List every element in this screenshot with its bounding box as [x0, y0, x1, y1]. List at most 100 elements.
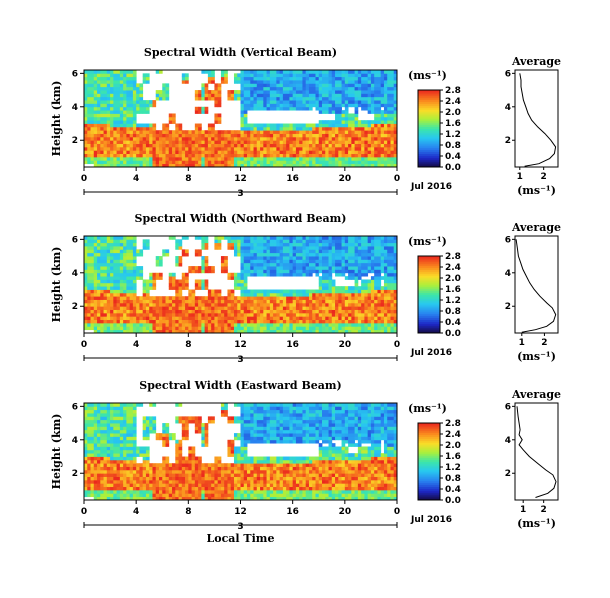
heatmap-cell [90, 309, 95, 314]
heatmap-cell [318, 276, 323, 280]
heatmap-cell [322, 252, 326, 257]
heatmap-cell [90, 476, 95, 481]
heatmap-cell [328, 256, 333, 260]
heatmap-cell [367, 259, 372, 264]
heatmap-cell [119, 76, 124, 81]
heatmap-cell [162, 156, 166, 161]
heatmap-cell [106, 459, 111, 464]
heatmap-cell [344, 106, 349, 111]
heatmap-cell [302, 96, 307, 101]
heatmap-cell [295, 150, 300, 155]
heatmap-cell [338, 299, 342, 304]
heatmap-cell [344, 252, 349, 257]
heatmap-cell [106, 160, 111, 165]
heatmap-cell [181, 80, 186, 84]
heatmap-cell [348, 123, 352, 128]
heatmap-cell [374, 100, 378, 104]
heatmap-cell [237, 282, 241, 287]
heatmap-cell [299, 259, 303, 264]
heatmap-cell [139, 296, 144, 300]
heatmap-cell [383, 296, 388, 300]
heatmap-cell [364, 143, 369, 148]
heatmap-cell [100, 292, 104, 297]
heatmap-cell [204, 299, 209, 304]
heatmap-cell [211, 73, 215, 78]
heatmap-cell [136, 316, 140, 321]
heatmap-cell [357, 236, 362, 240]
heatmap-cell [393, 100, 398, 104]
heatmap-cell [233, 90, 238, 94]
heatmap-cell [84, 429, 88, 434]
heatmap-cell [305, 266, 310, 270]
heatmap-cell [341, 316, 346, 321]
heatmap-cell [256, 316, 261, 321]
heatmap-cell [269, 249, 274, 254]
heatmap-cell [367, 143, 372, 148]
heatmap-cell [132, 96, 137, 101]
heatmap-cell [142, 306, 147, 310]
heatmap-cell [158, 272, 163, 277]
heatmap-cell [198, 160, 202, 165]
heatmap-cell [361, 262, 365, 267]
heatmap-cell [97, 120, 101, 124]
heatmap-cell [312, 90, 316, 94]
heatmap-cell [198, 282, 202, 287]
heatmap-cell [383, 100, 388, 104]
heatmap-cell [282, 156, 287, 161]
heatmap-cell [93, 73, 98, 78]
heatmap-cell [364, 106, 369, 111]
heatmap-cell [354, 279, 359, 284]
heatmap-cell [97, 90, 101, 94]
heatmap-cell [132, 136, 137, 141]
heatmap-cell [364, 126, 369, 131]
heatmap-cell [220, 150, 225, 155]
heatmap-cell [165, 146, 170, 151]
heatmap-cell [119, 123, 124, 128]
heatmap-cell [318, 249, 323, 254]
heatmap-cell [354, 296, 359, 300]
heatmap-cell [377, 249, 382, 254]
heatmap-cell [256, 239, 261, 244]
heatmap-cell [243, 309, 248, 314]
heatmap-cell [243, 140, 248, 144]
heatmap-cell [383, 96, 388, 101]
heatmap-cell [178, 302, 183, 307]
heatmap-cell [220, 136, 225, 141]
heatmap-cell [357, 249, 362, 254]
heatmap-cell [84, 292, 88, 297]
heatmap-cell [286, 292, 290, 297]
heatmap-cell [123, 140, 127, 144]
heatmap-cell [367, 312, 372, 317]
heatmap-cell [113, 70, 117, 74]
heatmap-cell [178, 133, 183, 138]
heatmap-cell [178, 299, 183, 304]
heatmap-cell [139, 90, 144, 94]
heatmap-cell [273, 133, 277, 138]
heatmap-cell [247, 329, 251, 334]
colorbar-swatch [418, 136, 440, 139]
heatmap-cell [90, 312, 95, 317]
heatmap-cell [282, 163, 287, 168]
heatmap-cell [162, 146, 166, 151]
colorbar-swatch [418, 116, 440, 120]
heatmap-cell [315, 153, 320, 158]
heatmap-cell [207, 299, 212, 304]
heatmap-cell [168, 140, 173, 144]
heatmap-cell [106, 106, 111, 111]
heatmap-cell [331, 110, 336, 114]
heatmap-cell [250, 106, 254, 111]
heatmap-cell [367, 262, 372, 267]
heatmap-cell [286, 143, 290, 148]
heatmap-cell [286, 73, 290, 78]
heatmap-cell [312, 259, 316, 264]
heatmap-cell [142, 299, 147, 304]
heatmap-cell [152, 282, 157, 287]
heatmap-cell [367, 163, 372, 168]
heatmap-cell [158, 140, 163, 144]
heatmap-cell [312, 302, 316, 307]
heatmap-cell [207, 140, 212, 144]
heatmap-cell [194, 93, 199, 98]
heatmap-cell [325, 269, 329, 274]
heatmap-cell [90, 316, 95, 321]
heatmap-cell [87, 409, 91, 414]
